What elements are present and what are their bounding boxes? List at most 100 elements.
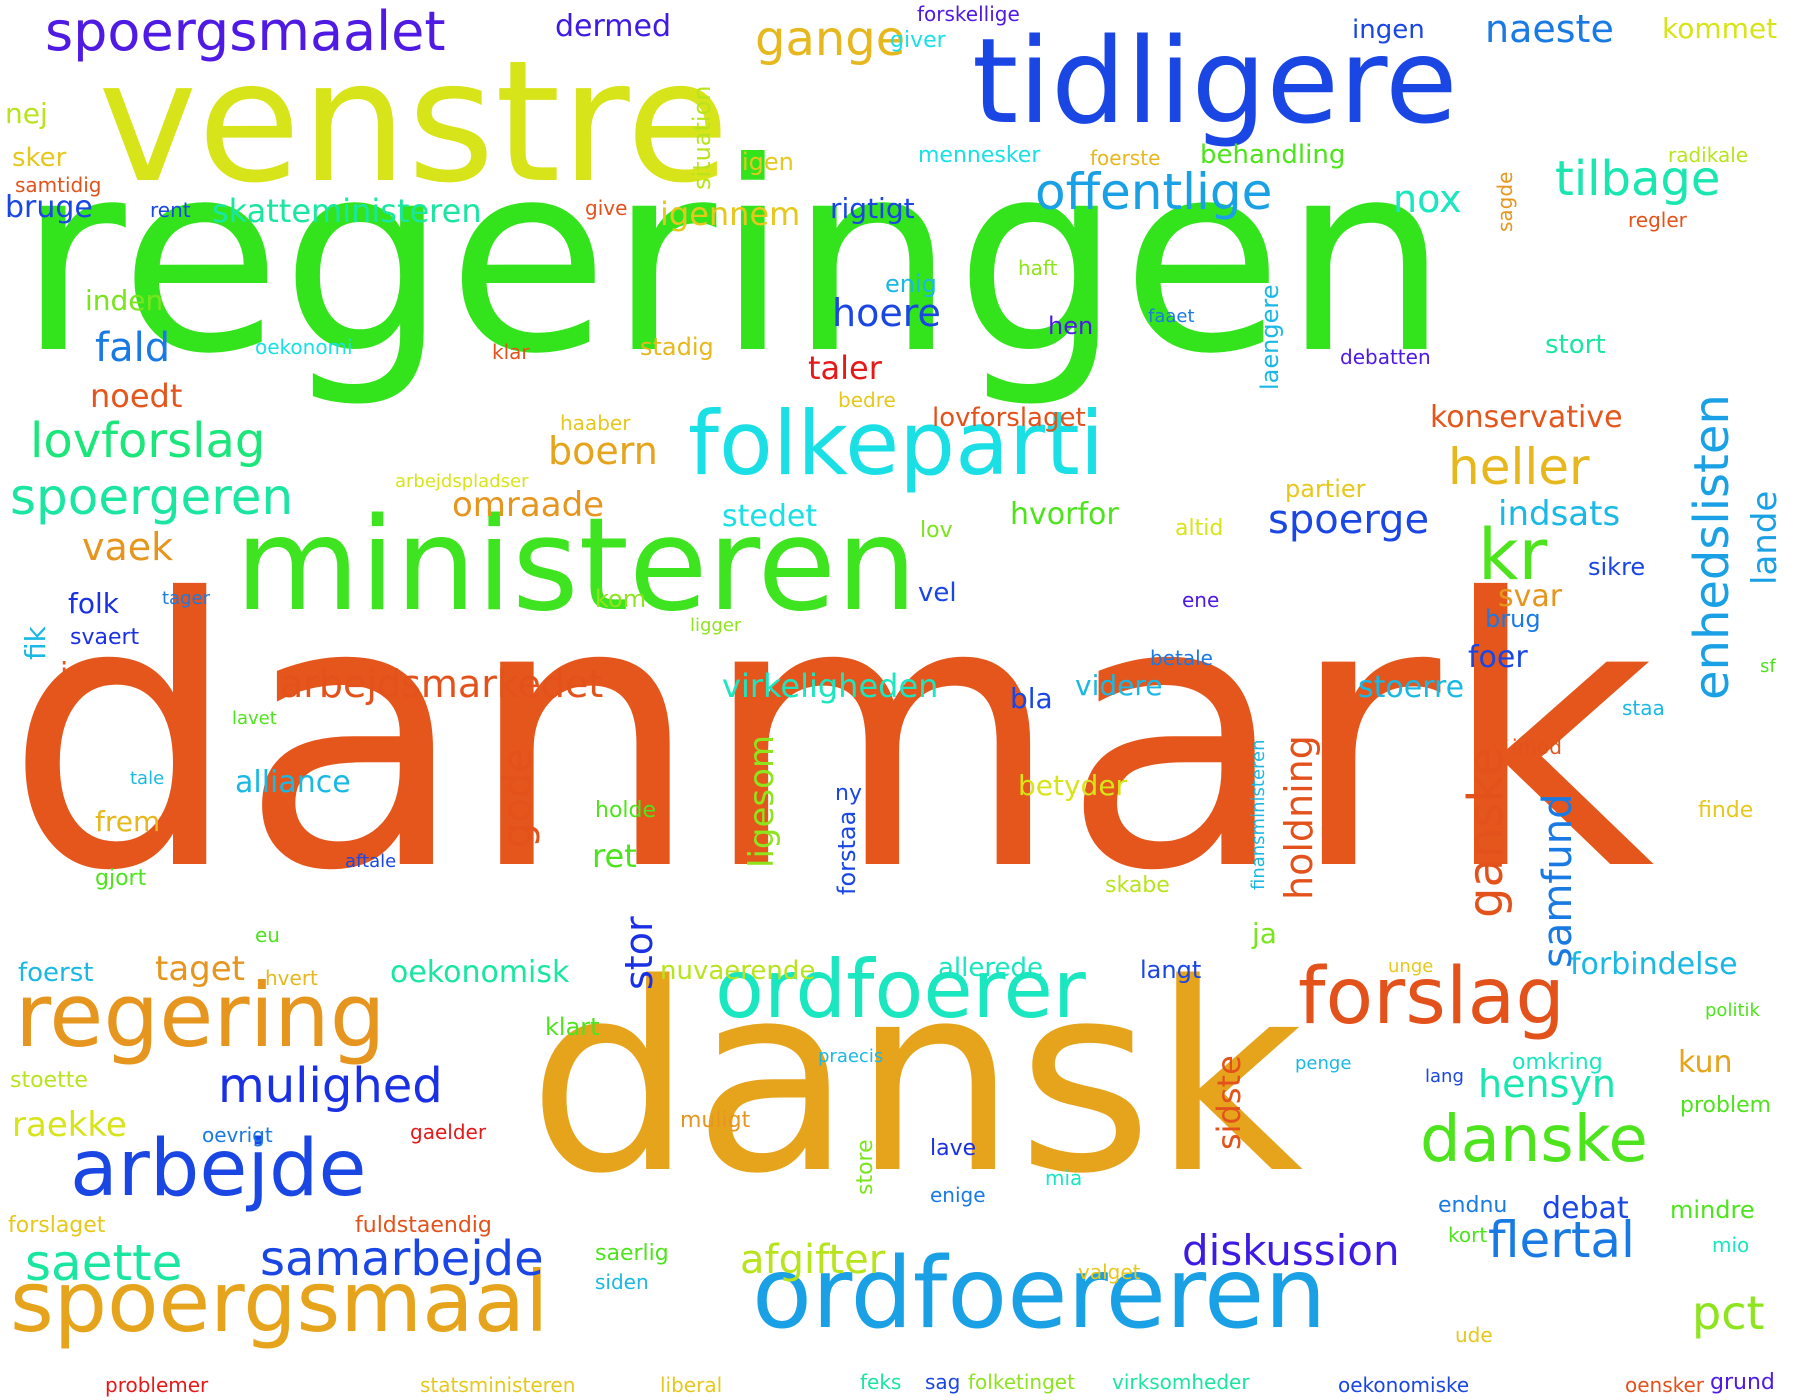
cloud-word: siden xyxy=(595,1270,649,1294)
cloud-word: sker xyxy=(12,143,67,173)
cloud-word: problem xyxy=(1680,1093,1772,1118)
cloud-word: ordfoereren xyxy=(752,1237,1327,1351)
cloud-word: samfund xyxy=(1535,793,1581,969)
cloud-word: bruge xyxy=(5,190,93,225)
cloud-word: spoergsmaalet xyxy=(45,0,446,63)
cloud-word: muligt xyxy=(680,1108,751,1133)
cloud-word: ny xyxy=(835,781,862,806)
cloud-word: stedet xyxy=(722,499,818,534)
cloud-word: unge xyxy=(1388,956,1434,977)
cloud-word: spoergeren xyxy=(10,468,294,526)
cloud-word: mulighed xyxy=(218,1058,443,1114)
cloud-word: sag xyxy=(925,1370,961,1394)
cloud-word: svar xyxy=(1498,579,1563,614)
cloud-word: noedt xyxy=(90,377,183,415)
cloud-word: stadig xyxy=(640,333,714,361)
cloud-word: allerede xyxy=(938,953,1043,983)
cloud-word: sagde xyxy=(1493,171,1517,232)
cloud-word: laengere xyxy=(1256,284,1284,390)
cloud-word: alliance xyxy=(235,765,351,800)
cloud-word: radikale xyxy=(1668,143,1749,167)
cloud-word: stoette xyxy=(10,1068,88,1093)
cloud-word: debat xyxy=(1542,1191,1629,1226)
cloud-word: videre xyxy=(1075,669,1163,702)
cloud-word: lande xyxy=(1745,490,1785,585)
cloud-word: spoergsmaal xyxy=(10,1253,549,1351)
cloud-word: situation xyxy=(688,85,716,190)
cloud-word: job xyxy=(60,657,106,692)
cloud-word: bedre xyxy=(838,388,896,412)
cloud-word: partier xyxy=(1285,475,1366,503)
cloud-word: ligesom xyxy=(742,734,782,868)
cloud-word: danmark xyxy=(5,522,1655,952)
cloud-word: danske xyxy=(1420,1103,1648,1177)
cloud-word: mia xyxy=(1045,1166,1083,1190)
cloud-word: taget xyxy=(155,949,245,989)
cloud-word: ude xyxy=(1455,1323,1493,1347)
cloud-word: brug xyxy=(1485,605,1541,633)
cloud-word: tidligere xyxy=(972,12,1458,150)
cloud-word: omkring xyxy=(1512,1050,1603,1075)
cloud-word: stort xyxy=(1545,330,1606,360)
cloud-word: frem xyxy=(95,805,161,838)
cloud-word: bla xyxy=(1010,682,1053,715)
cloud-word: ja xyxy=(1252,917,1277,950)
cloud-word: lov xyxy=(920,518,953,543)
cloud-word: foerste xyxy=(1090,146,1161,170)
cloud-word: mio xyxy=(1712,1233,1750,1257)
cloud-word: stoerre xyxy=(1358,670,1465,705)
cloud-word: sidste xyxy=(1210,1055,1248,1150)
cloud-word: aftale xyxy=(345,851,397,872)
cloud-word: grund xyxy=(1710,1370,1775,1395)
cloud-word: rigtigt xyxy=(830,192,915,225)
cloud-word: fald xyxy=(95,325,171,371)
cloud-word: vaek xyxy=(82,525,174,569)
cloud-word: fik xyxy=(19,626,52,660)
cloud-word: flertal xyxy=(1488,1211,1635,1269)
cloud-word: dermed xyxy=(555,9,672,44)
cloud-word: kom xyxy=(595,585,647,613)
cloud-word: problemer xyxy=(105,1373,209,1397)
cloud-word: omraade xyxy=(452,485,605,525)
cloud-word: penge xyxy=(1295,1053,1352,1074)
cloud-word: oekonomi xyxy=(255,335,353,359)
cloud-word: svaert xyxy=(70,625,140,650)
cloud-word: holdning xyxy=(1277,735,1321,900)
cloud-word: lave xyxy=(930,1136,977,1161)
cloud-word: regler xyxy=(1628,208,1687,232)
cloud-word: endnu xyxy=(1438,1193,1508,1218)
cloud-word: igen xyxy=(742,148,794,176)
cloud-word: klart xyxy=(545,1013,600,1041)
cloud-word: lang xyxy=(1425,1066,1464,1087)
cloud-word: taler xyxy=(808,349,882,387)
cloud-word: arbejdsmarkedet xyxy=(280,662,604,706)
cloud-word: lovforslaget xyxy=(932,403,1086,433)
cloud-word: tilbage xyxy=(1555,151,1721,207)
cloud-word: mennesker xyxy=(918,143,1041,168)
cloud-word: fuldstaendig xyxy=(355,1213,492,1238)
cloud-word: sikre xyxy=(1588,553,1646,581)
cloud-word: feks xyxy=(860,1370,902,1394)
cloud-word: imod xyxy=(1512,735,1562,759)
cloud-word: skabe xyxy=(1105,873,1170,898)
cloud-word: ganske xyxy=(1458,747,1514,918)
cloud-word: folk xyxy=(68,587,119,620)
cloud-word: kun xyxy=(1678,1045,1733,1080)
cloud-word: tager xyxy=(162,588,210,609)
cloud-word: ligger xyxy=(690,615,742,636)
cloud-word: faaet xyxy=(1148,306,1195,327)
cloud-word: betyder xyxy=(1018,769,1128,802)
cloud-word: oekonomisk xyxy=(390,955,570,990)
cloud-word: forstaa xyxy=(833,810,861,895)
cloud-word: holde xyxy=(595,798,657,823)
cloud-word: afgifter xyxy=(740,1237,886,1283)
cloud-word: betale xyxy=(1150,646,1213,670)
cloud-word: oekonomiske xyxy=(1338,1373,1470,1397)
cloud-word: naeste xyxy=(1485,7,1614,51)
cloud-word: gange xyxy=(755,11,906,67)
cloud-word: oevrigt xyxy=(202,1123,273,1147)
cloud-word: haaber xyxy=(560,411,631,435)
cloud-word: hoere xyxy=(832,291,941,335)
cloud-word: hvorfor xyxy=(1010,497,1119,532)
cloud-word: skatteministeren xyxy=(212,192,482,230)
